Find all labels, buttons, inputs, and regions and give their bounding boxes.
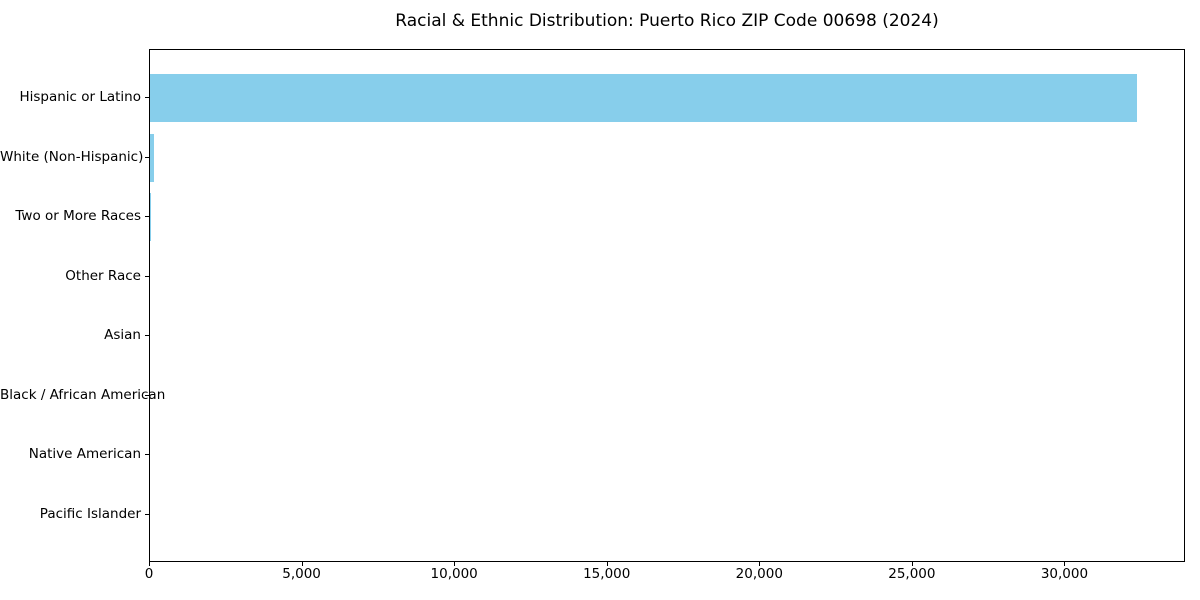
x-tick-label: 25,000 xyxy=(888,566,936,582)
y-tick xyxy=(145,97,149,98)
chart-title: Racial & Ethnic Distribution: Puerto Ric… xyxy=(395,11,939,31)
y-tick-label: Other Race xyxy=(65,267,141,284)
x-tick xyxy=(1064,562,1066,566)
x-tick xyxy=(759,562,761,566)
y-tick xyxy=(145,156,149,158)
x-tick xyxy=(301,562,303,566)
y-tick-label: White (Non-Hispanic) xyxy=(0,148,144,165)
x-tick-label: 0 xyxy=(144,566,154,582)
bar-white-non-hispanic xyxy=(150,133,154,182)
y-tick-label: Hispanic or Latino xyxy=(19,89,141,105)
y-tick xyxy=(145,514,149,515)
y-tick xyxy=(145,454,149,456)
x-tick xyxy=(606,562,608,566)
x-tick-label: 5,000 xyxy=(282,566,321,582)
y-tick-label: Black / African American xyxy=(0,386,166,403)
x-tick-label: 20,000 xyxy=(735,566,783,582)
x-tick-label: 15,000 xyxy=(583,566,631,582)
x-tick xyxy=(911,562,913,566)
y-tick-label: Pacific Islander xyxy=(39,506,141,522)
y-tick xyxy=(145,394,149,396)
bar-hispanic-or-latino xyxy=(150,74,1137,122)
plot-area xyxy=(149,49,1185,562)
x-tick xyxy=(149,562,150,566)
bar-two-or-more-races xyxy=(150,193,151,242)
x-tick-label: 30,000 xyxy=(1040,566,1089,582)
y-tick xyxy=(145,335,149,337)
x-tick xyxy=(454,562,456,566)
y-tick-label: Asian xyxy=(104,327,141,344)
y-tick xyxy=(145,275,149,277)
y-tick xyxy=(145,216,149,218)
x-tick-label: 10,000 xyxy=(430,566,478,582)
y-tick-label: Two or More Races xyxy=(15,208,141,225)
y-tick-label: Native American xyxy=(28,446,141,463)
